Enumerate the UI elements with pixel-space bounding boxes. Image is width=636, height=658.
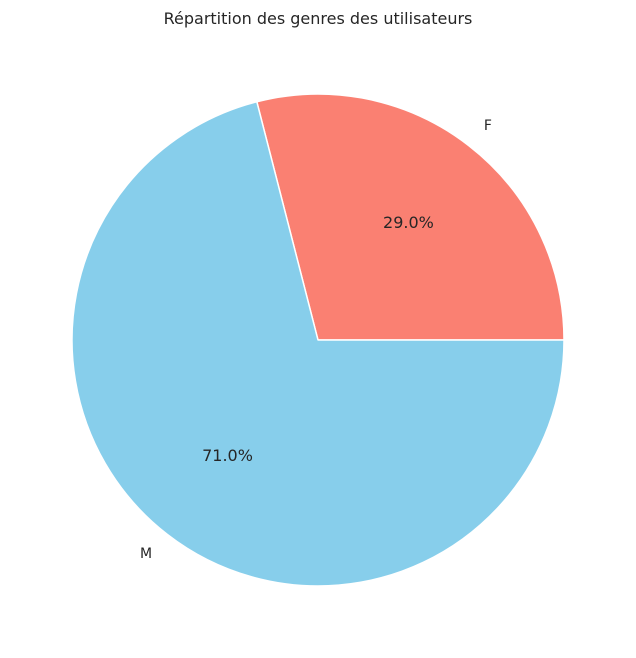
pct-label-m: 71.0% [202, 446, 253, 465]
chart-title: Répartition des genres des utilisateurs [164, 9, 473, 28]
pie-slices [72, 94, 564, 586]
slice-label-f: F [484, 118, 492, 134]
slice-label-m: M [140, 546, 152, 562]
pct-label-f: 29.0% [383, 213, 434, 232]
